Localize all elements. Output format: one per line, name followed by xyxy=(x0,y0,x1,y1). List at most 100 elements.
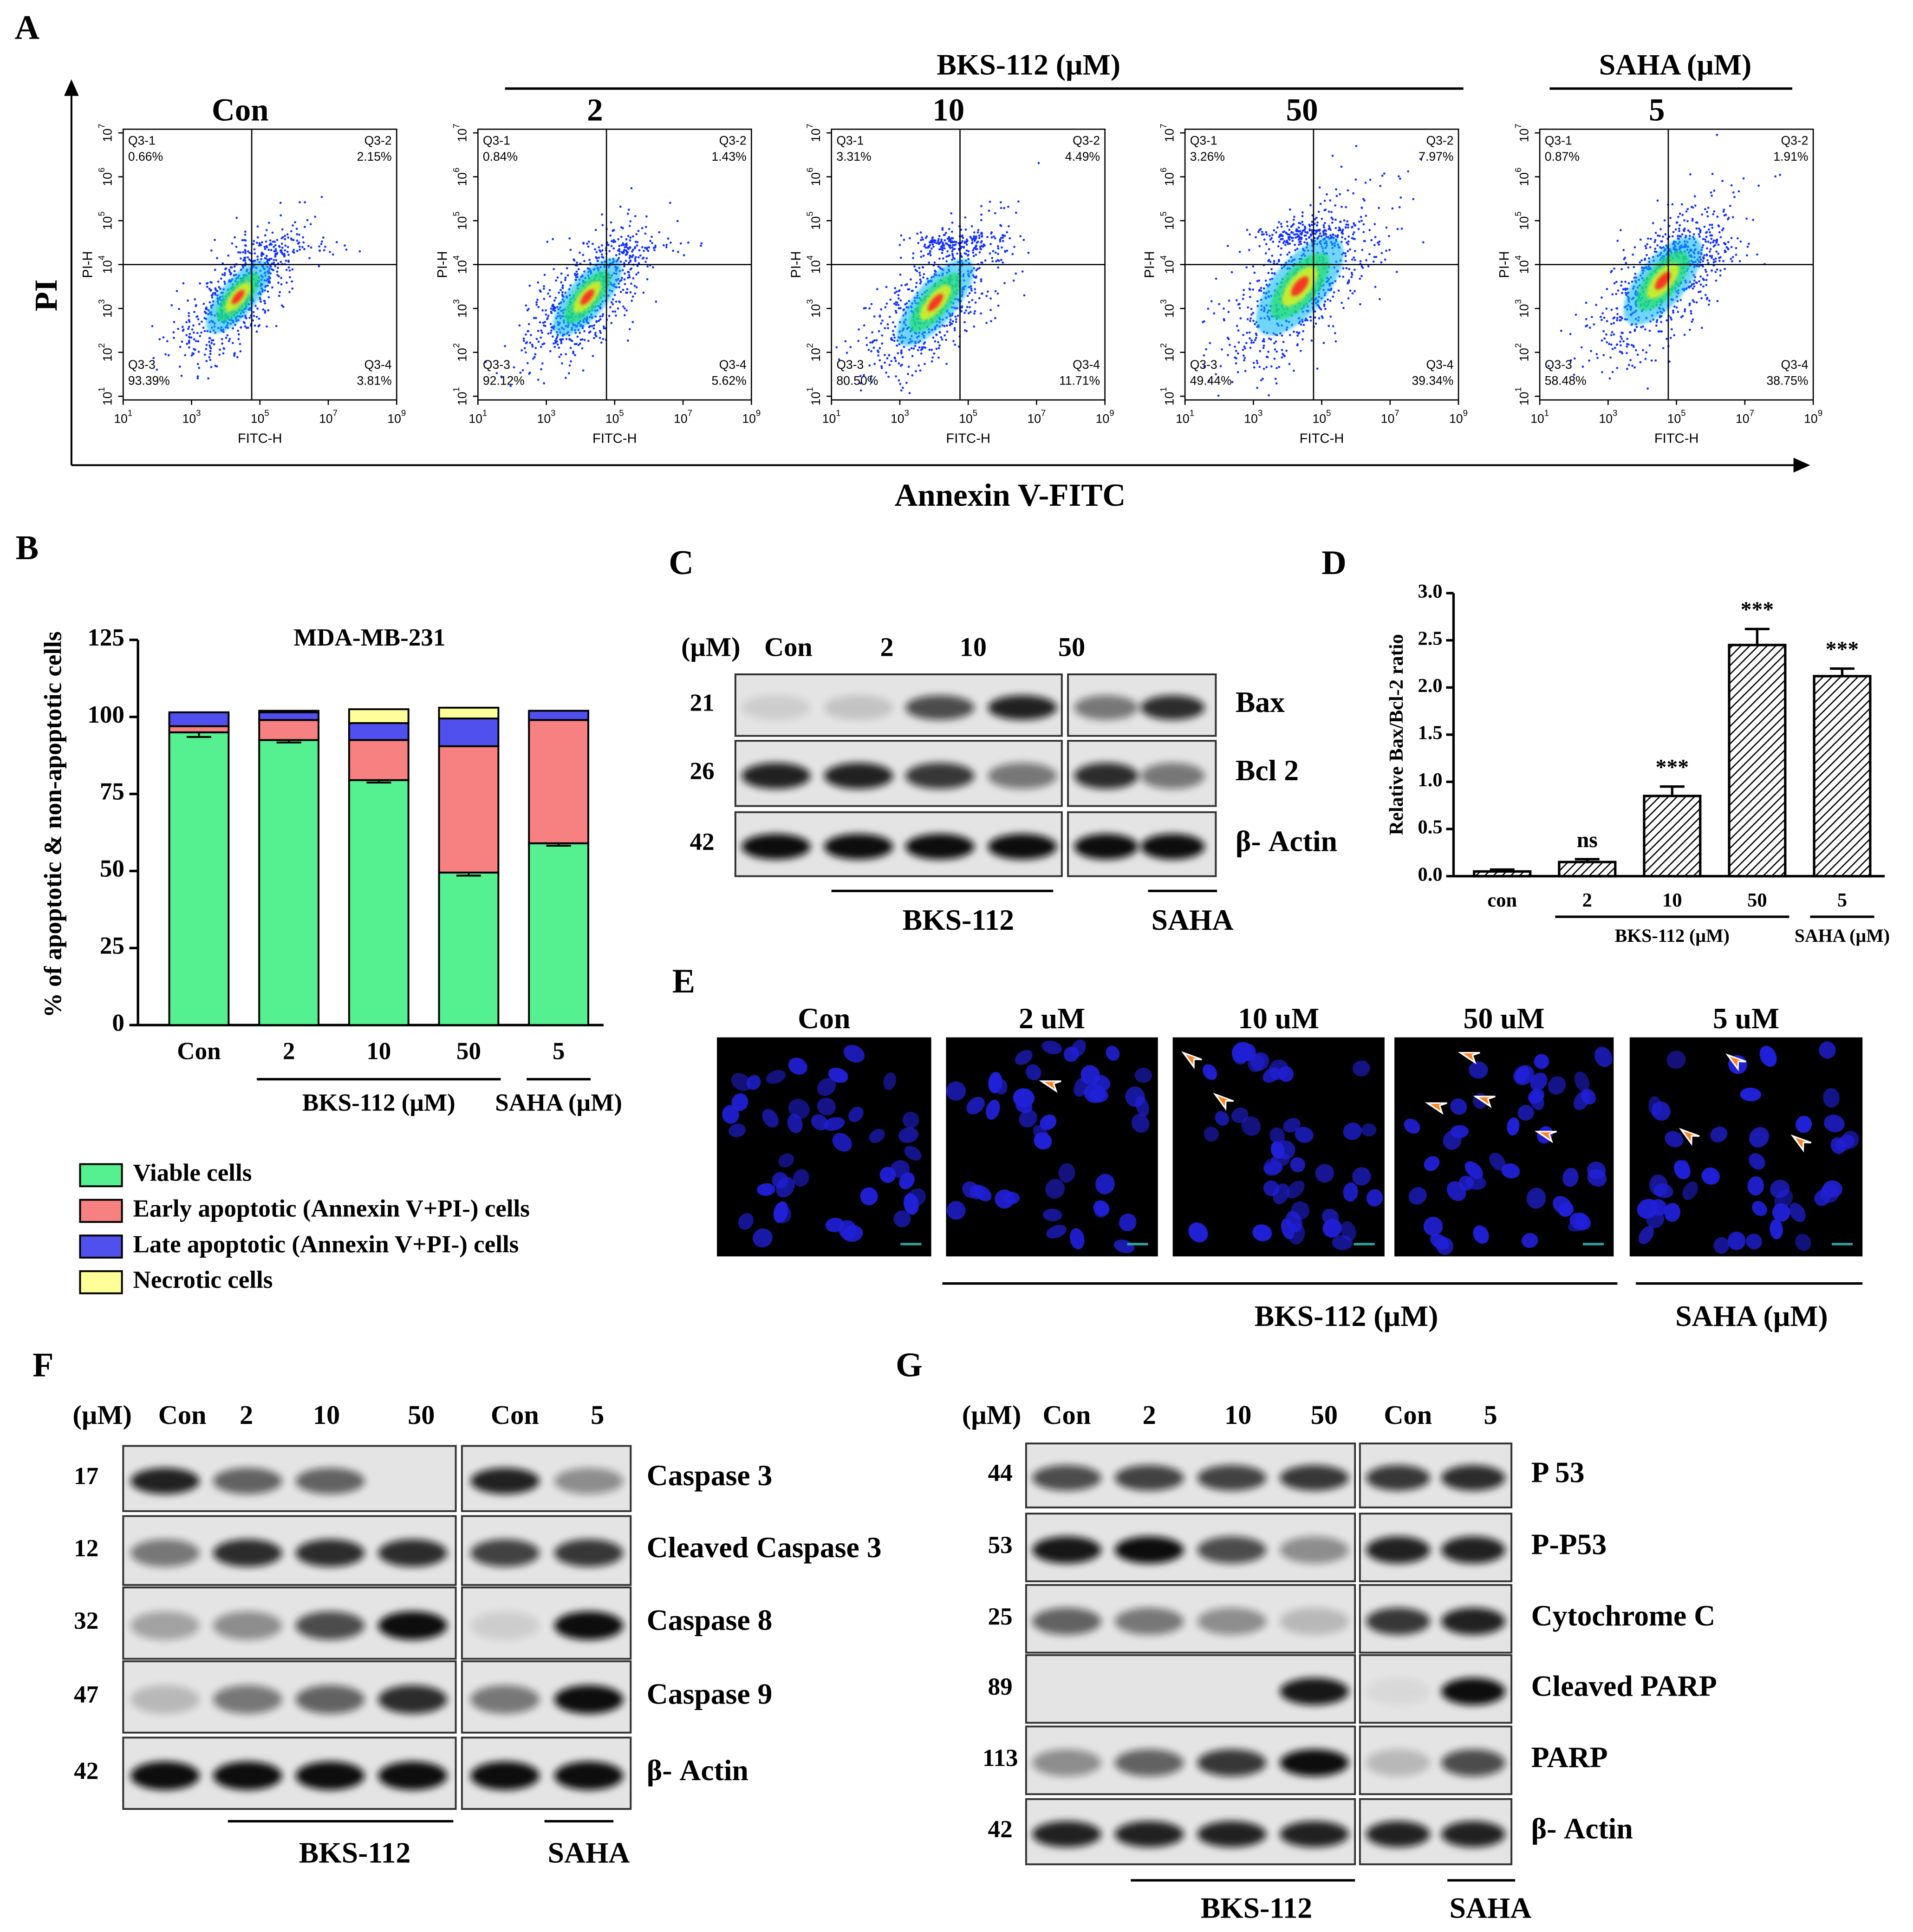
event-dot xyxy=(1634,273,1637,275)
event-dot xyxy=(1679,224,1681,227)
event-dot xyxy=(1710,237,1713,240)
tick-exponent: 5 xyxy=(1158,211,1168,216)
event-dot xyxy=(1621,352,1624,355)
event-dot xyxy=(586,242,588,245)
event-dot xyxy=(1304,227,1307,229)
event-dot xyxy=(1702,256,1705,259)
event-dot xyxy=(527,330,530,333)
event-dot xyxy=(1347,189,1349,192)
event-dot xyxy=(216,257,218,260)
event-dot xyxy=(952,340,955,342)
event-dot xyxy=(902,309,905,312)
event-dot xyxy=(1276,226,1279,229)
event-dot xyxy=(986,290,989,293)
event-dot xyxy=(1715,250,1718,253)
event-dot xyxy=(1731,256,1734,258)
event-dot xyxy=(228,338,231,340)
event-dot xyxy=(946,250,949,253)
event-dot xyxy=(1277,245,1280,248)
event-dot xyxy=(625,238,628,241)
event-dot xyxy=(595,335,598,338)
event-dot xyxy=(919,278,922,281)
event-dot xyxy=(561,362,563,365)
event-dot xyxy=(263,300,266,302)
event-dot xyxy=(554,296,557,299)
event-dot xyxy=(527,307,530,310)
event-dot xyxy=(1023,294,1026,297)
x-tick-label: 103 xyxy=(182,408,201,425)
event-dot xyxy=(1351,274,1353,276)
mw-label: 21 xyxy=(690,689,715,716)
event-dot xyxy=(535,338,538,340)
event-dot xyxy=(1353,250,1356,252)
event-dot xyxy=(1716,300,1719,302)
event-dot xyxy=(1739,240,1742,243)
event-dot xyxy=(622,305,625,308)
event-dot xyxy=(237,338,240,340)
event-dot xyxy=(885,286,888,288)
event-dot xyxy=(254,252,256,255)
event-dot xyxy=(1298,241,1301,243)
event-dot xyxy=(906,283,908,286)
event-dot xyxy=(1422,241,1425,244)
blot-band xyxy=(1441,1536,1505,1564)
event-dot xyxy=(628,261,630,264)
y-tick-label: 101 xyxy=(451,387,469,405)
event-dot xyxy=(1218,303,1221,306)
event-dot xyxy=(219,287,221,290)
quadrant-percent: 1.91% xyxy=(1773,150,1808,163)
event-dot xyxy=(523,347,526,350)
event-dot xyxy=(949,319,952,321)
y-tick-label: 105 xyxy=(97,211,114,230)
event-dot xyxy=(1649,237,1652,240)
event-dot xyxy=(268,281,271,284)
event-dot xyxy=(601,253,603,256)
event-dot xyxy=(1620,268,1623,270)
event-dot xyxy=(1633,366,1636,369)
event-dot xyxy=(1718,260,1721,262)
event-dot xyxy=(1309,316,1312,318)
x-tick-label: 50 xyxy=(1747,889,1767,911)
event-dot xyxy=(574,354,576,356)
legend-label: Late apoptotic (Annexin V+PI-) cells xyxy=(133,1231,519,1258)
event-dot xyxy=(1600,315,1602,318)
event-dot xyxy=(295,228,298,230)
tick-base: 10 xyxy=(1517,392,1531,405)
event-dot xyxy=(269,242,272,245)
tick-exponent: 4 xyxy=(1158,255,1168,260)
event-dot xyxy=(601,315,604,317)
event-dot xyxy=(594,332,597,334)
event-dot xyxy=(1628,331,1631,333)
event-dot xyxy=(1708,250,1711,253)
event-dot xyxy=(1715,279,1718,282)
event-dot xyxy=(1269,235,1271,237)
event-dot xyxy=(1616,343,1619,346)
event-dot xyxy=(221,273,224,276)
event-dot xyxy=(1624,287,1627,290)
event-dot xyxy=(1329,300,1332,302)
event-dot xyxy=(1696,221,1698,224)
event-dot xyxy=(1689,231,1691,233)
event-dot xyxy=(541,362,544,365)
event-dot xyxy=(964,241,967,244)
event-dot xyxy=(1698,280,1701,282)
event-dot xyxy=(934,269,936,272)
event-dot xyxy=(949,244,951,247)
event-dot xyxy=(880,322,882,325)
event-dot xyxy=(947,244,950,247)
event-dot xyxy=(922,238,924,241)
event-dot xyxy=(560,340,563,343)
event-dot xyxy=(219,348,221,351)
event-dot xyxy=(1306,242,1308,244)
event-dot xyxy=(613,294,616,296)
event-dot xyxy=(553,346,556,348)
event-dot xyxy=(210,339,213,342)
event-dot xyxy=(1254,339,1256,341)
event-dot xyxy=(1695,281,1698,284)
event-dot xyxy=(1679,212,1681,215)
event-dot xyxy=(1305,238,1308,241)
event-dot xyxy=(253,314,255,317)
tick-base: 10 xyxy=(251,412,265,426)
blot-band xyxy=(1366,1749,1431,1776)
event-dot xyxy=(260,258,262,261)
